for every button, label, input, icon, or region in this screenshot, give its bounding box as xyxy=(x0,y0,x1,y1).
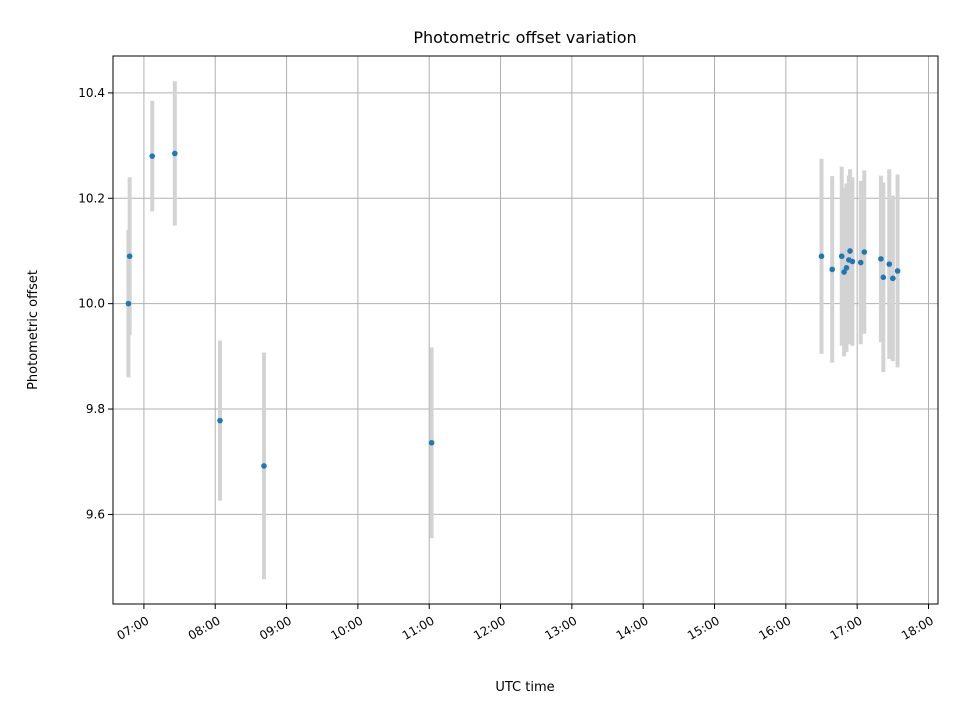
chart-title: Photometric offset variation xyxy=(413,28,636,47)
data-point xyxy=(857,259,864,266)
y-tick-label: 9.6 xyxy=(86,507,105,521)
x-tick-label: 18:00 xyxy=(899,613,936,642)
y-axis-label: Photometric offset xyxy=(26,270,41,390)
data-point xyxy=(890,275,896,282)
data-point xyxy=(847,248,853,254)
grid-lines xyxy=(113,56,938,604)
x-tick-label: 07:00 xyxy=(114,613,151,642)
x-tick-label: 16:00 xyxy=(756,613,793,642)
data-point xyxy=(843,265,850,271)
data-point xyxy=(126,253,133,260)
data-point xyxy=(818,253,825,260)
data-point xyxy=(880,274,887,281)
y-tick-label: 9.8 xyxy=(86,402,105,416)
x-tick-label: 14:00 xyxy=(614,613,651,642)
y-tick-label: 10.4 xyxy=(78,86,105,100)
y-axis-ticks: 9.6 9.8 10.0 10.2 10.4 xyxy=(78,86,113,521)
data-point xyxy=(838,253,845,260)
data-point xyxy=(861,249,868,255)
data-point xyxy=(149,153,156,159)
data-point xyxy=(841,269,847,275)
data-point xyxy=(886,261,893,267)
x-tick-label: 08:00 xyxy=(186,613,223,642)
plot-frame xyxy=(112,55,939,605)
x-tick-label: 10:00 xyxy=(328,613,365,642)
y-tick-label: 10.0 xyxy=(78,297,105,311)
x-tick-label: 09:00 xyxy=(257,613,294,642)
x-tick-label: 12:00 xyxy=(471,613,508,642)
data-point xyxy=(428,439,435,446)
x-tick-label: 11:00 xyxy=(400,613,437,642)
x-tick-label: 13:00 xyxy=(542,613,579,642)
data-point xyxy=(261,463,267,469)
data-point xyxy=(125,300,132,307)
data-points xyxy=(125,150,901,469)
data-point xyxy=(172,150,178,157)
data-point xyxy=(829,266,836,273)
data-point xyxy=(849,258,856,265)
error-bars xyxy=(126,81,900,580)
x-tick-label: 17:00 xyxy=(828,613,865,642)
x-axis-ticks: 07:00 08:00 09:00 10:00 11:00 12:00 13:00 14:00… xyxy=(114,604,936,643)
data-point xyxy=(217,417,223,424)
data-point xyxy=(878,256,884,262)
x-axis-label: UTC time xyxy=(495,680,554,695)
x-tick-label: 15:00 xyxy=(685,613,722,642)
y-tick-label: 10.2 xyxy=(78,191,105,205)
data-point xyxy=(894,268,901,274)
